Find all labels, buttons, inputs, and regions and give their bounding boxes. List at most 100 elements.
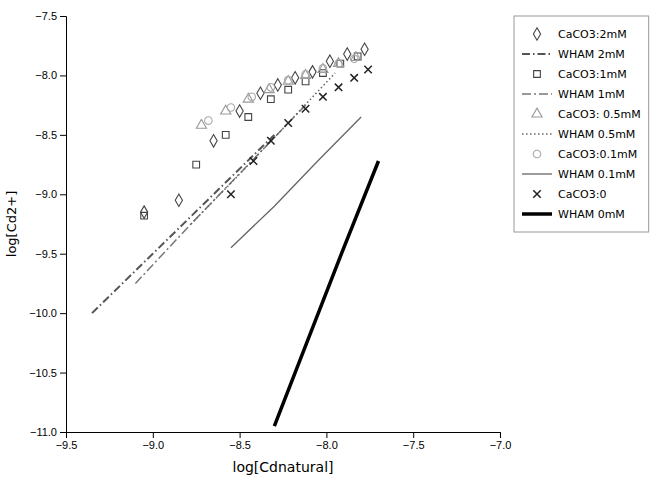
tick-label: −10.5 (29, 367, 57, 379)
legend-item: CaCO3:0 (533, 188, 606, 201)
legend-frame (514, 16, 649, 232)
tick: −8.5 (229, 432, 251, 451)
tick: −8.5 (35, 129, 66, 141)
legend-item: CaCO3:1mM (534, 68, 627, 81)
tick-mark (60, 313, 66, 314)
point (257, 87, 264, 99)
legend-item: WHAM 0.1mM (522, 168, 635, 181)
tick-label: −9.0 (142, 439, 164, 451)
point (267, 137, 274, 144)
line (231, 117, 361, 248)
tick-mark (60, 75, 66, 76)
tick: −7.5 (35, 10, 66, 22)
tick: −10.0 (29, 307, 66, 319)
tick-mark (60, 254, 66, 255)
tick: −7.5 (403, 432, 425, 451)
legend-label: WHAM 1mM (558, 88, 625, 101)
point (350, 55, 358, 63)
legend-item: CaCO3: 0.5mM (532, 108, 641, 121)
legend-swatch (534, 71, 541, 78)
point (285, 119, 292, 126)
point (283, 75, 293, 84)
legend-label: CaCO3:2mM (558, 28, 627, 41)
x-axis: −9.5 −9.0 −8.5 −8.0 −7.5 −7.0 (56, 432, 512, 451)
legend-label: CaCO3:0.1mM (558, 148, 637, 161)
tick-label: −8.0 (316, 439, 338, 451)
legend-swatch (532, 108, 542, 117)
legend-swatch (533, 150, 541, 158)
legend-item: WHAM 0.5mM (522, 128, 635, 141)
tick-mark (240, 432, 241, 438)
tick-label: −9.0 (35, 188, 57, 200)
tick: −7.0 (490, 432, 512, 451)
point (205, 117, 213, 125)
point (284, 76, 292, 84)
point (210, 135, 217, 147)
legend-item: CaCO3:2mM (533, 28, 626, 41)
point (361, 43, 368, 55)
point (227, 191, 234, 198)
tick: −9.0 (142, 432, 164, 451)
legend-item: WHAM 0mM (522, 208, 625, 221)
y-axis: −11.0 −10.5 −10.0 −9.5 −9.0 −8.5 −8.0 −7.5 (29, 10, 66, 438)
tick-label: −8.5 (229, 439, 251, 451)
legend-label: CaCO3:0 (558, 188, 606, 201)
legend-swatch (533, 28, 540, 40)
point (267, 96, 274, 103)
legend-label: CaCO3:1mM (558, 68, 627, 81)
legend: CaCO3:2mM WHAM 2mM CaCO3:1mM WHAM 1mM CaCO3:… (514, 16, 649, 232)
point (319, 93, 326, 100)
tick: −8.0 (35, 69, 66, 81)
tick-mark (60, 194, 66, 195)
line (191, 73, 335, 224)
point (236, 105, 243, 117)
tick-mark (326, 432, 327, 438)
tick-label: −7.5 (403, 439, 425, 451)
tick-mark (60, 16, 66, 17)
point (344, 48, 351, 60)
point (222, 132, 229, 139)
legend-swatch (522, 133, 552, 135)
tick-mark (60, 432, 66, 433)
line (274, 161, 378, 426)
point (335, 60, 343, 68)
point (221, 105, 231, 114)
point (227, 104, 235, 112)
point (319, 65, 327, 73)
point (302, 105, 309, 112)
tick-label: −11.0 (30, 426, 57, 438)
tick: −9.0 (35, 188, 66, 200)
x-axis-title: log[Cdnatural] (233, 459, 334, 475)
point (141, 206, 148, 218)
point (364, 66, 371, 73)
tick-mark (500, 432, 501, 438)
point (285, 86, 292, 93)
legend-label: WHAM 0mM (558, 208, 625, 221)
tick-label: −10.0 (29, 307, 57, 319)
point (326, 55, 333, 67)
point (267, 84, 275, 92)
legend-item: WHAM 2mM (522, 48, 625, 61)
tick-mark (60, 373, 66, 374)
y-axis-title: log[Cd2+] (4, 191, 19, 257)
legend-swatch (522, 93, 552, 95)
point (335, 84, 342, 91)
point (302, 78, 309, 85)
tick-label: −9.5 (35, 248, 57, 260)
legend-label: WHAM 2mM (558, 48, 625, 61)
tick-label: −7.5 (35, 10, 57, 22)
legend-swatch (522, 173, 552, 174)
legend-swatch (522, 53, 552, 55)
legend-label: CaCO3: 0.5mM (558, 108, 641, 121)
tick-mark (153, 432, 154, 438)
point (333, 58, 343, 67)
tick-label: −9.5 (56, 439, 78, 451)
point (302, 70, 310, 78)
tick: −10.5 (29, 367, 66, 379)
point (350, 74, 357, 81)
plot: −9.5−9.0−8.5−8.0−7.5−7.0−11.0−10.5−10.0−… (29, 10, 511, 451)
point (300, 70, 310, 79)
tick-label: −7.0 (490, 439, 512, 451)
tick-label: −8.0 (35, 69, 57, 81)
legend-item: WHAM 1mM (522, 88, 625, 101)
